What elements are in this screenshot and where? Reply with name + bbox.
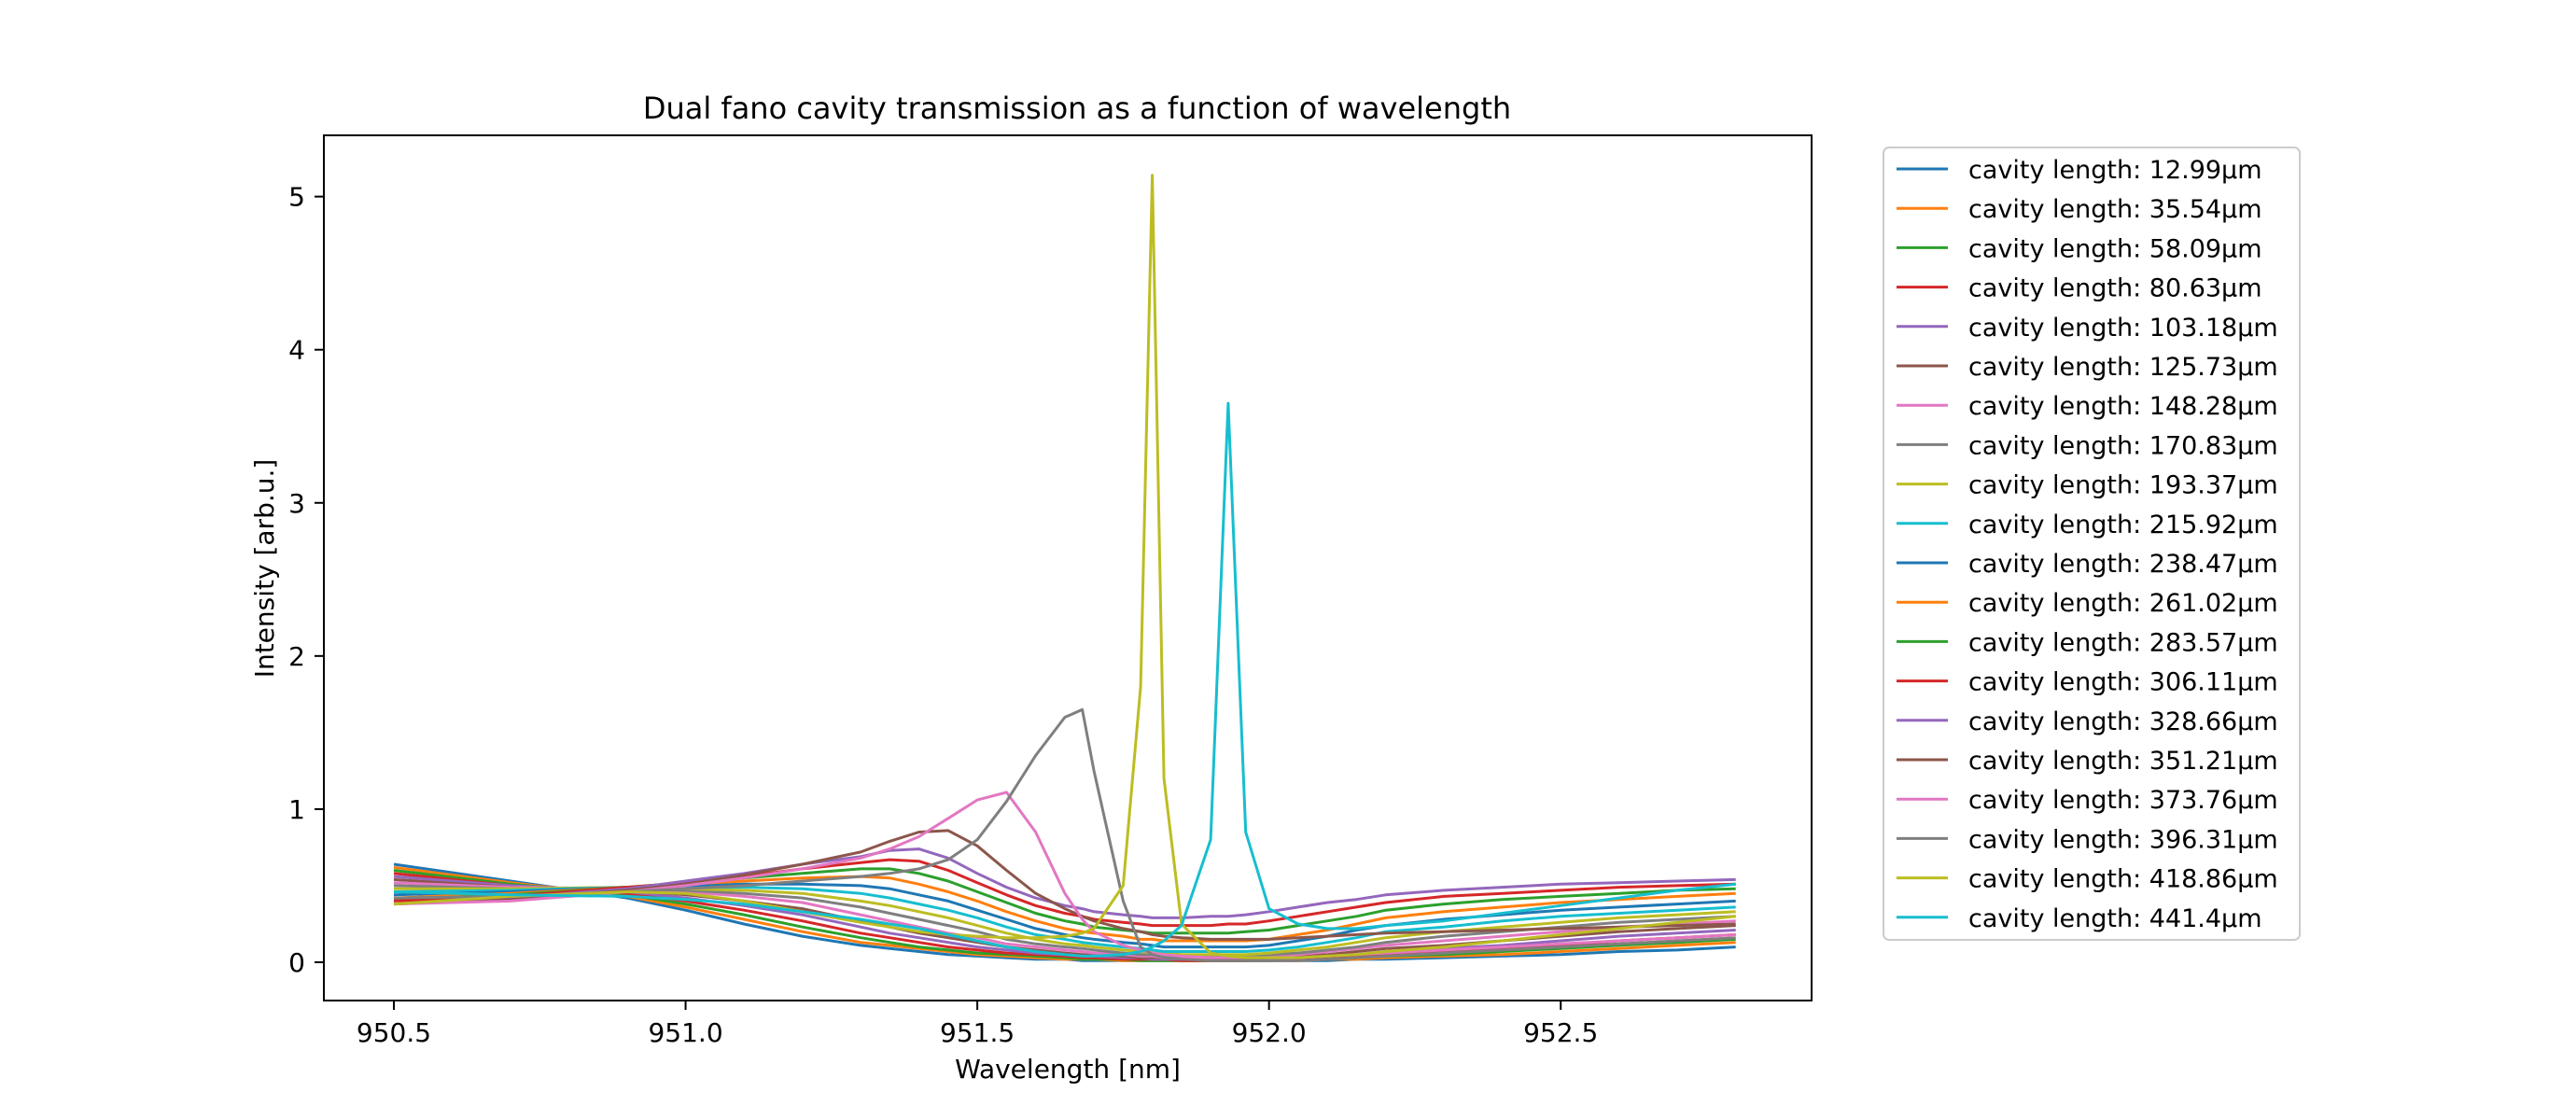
series-line-16 bbox=[393, 829, 1736, 941]
legend-label: cavity length: 58.09µm bbox=[1968, 234, 2262, 263]
series-line-18 bbox=[393, 707, 1736, 962]
legend-label: cavity length: 373.76µm bbox=[1968, 786, 2278, 815]
x-tick-label: 951.5 bbox=[940, 1017, 1015, 1048]
chart-title: Dual fano cavity transmission as a funct… bbox=[643, 91, 1511, 126]
x-axis: 950.5 951.0 951.5 952.0 952.5 bbox=[357, 1001, 1598, 1048]
y-axis: 0 1 2 3 4 5 bbox=[288, 182, 324, 978]
series-line-15 bbox=[393, 847, 1736, 919]
legend-label: cavity length: 103.18µm bbox=[1968, 314, 2278, 343]
legend-label: cavity length: 351.21µm bbox=[1968, 747, 2278, 776]
legend-label: cavity length: 148.28µm bbox=[1968, 392, 2278, 421]
series-line-20 bbox=[393, 401, 1736, 958]
legend-items: cavity length: 12.99µm cavity length: 35.… bbox=[1897, 156, 2278, 933]
legend-frame bbox=[1883, 147, 2301, 941]
legend-label: cavity length: 441.4µm bbox=[1968, 904, 2262, 933]
legend-label: cavity length: 396.31µm bbox=[1968, 825, 2278, 854]
y-tick-label: 4 bbox=[288, 335, 305, 366]
series-line-14 bbox=[393, 858, 1736, 928]
series-line-19 bbox=[393, 174, 1736, 959]
legend-label: cavity length: 328.66µm bbox=[1968, 707, 2278, 736]
y-axis-label: Intensity [arb.u.] bbox=[249, 459, 280, 679]
legend-label: cavity length: 238.47µm bbox=[1968, 550, 2278, 579]
legend: cavity length: 12.99µm cavity length: 35.… bbox=[1883, 147, 2301, 941]
legend-label: cavity length: 80.63µm bbox=[1968, 274, 2262, 303]
y-tick-label: 2 bbox=[288, 641, 305, 672]
y-tick-label: 1 bbox=[288, 794, 305, 825]
x-tick-label: 952.0 bbox=[1232, 1017, 1307, 1048]
legend-label: cavity length: 170.83µm bbox=[1968, 431, 2278, 460]
plot-frame bbox=[323, 134, 1813, 1001]
series-layer bbox=[393, 174, 1736, 962]
y-tick-label: 0 bbox=[288, 947, 305, 978]
legend-label: cavity length: 12.99µm bbox=[1968, 156, 2262, 185]
y-tick-label: 5 bbox=[288, 182, 305, 213]
legend-label: cavity length: 35.54µm bbox=[1968, 195, 2262, 224]
x-tick-label: 950.5 bbox=[357, 1017, 431, 1048]
legend-label: cavity length: 125.73µm bbox=[1968, 353, 2278, 382]
legend-label: cavity length: 283.57µm bbox=[1968, 628, 2278, 657]
plot-area bbox=[323, 134, 1813, 1001]
legend-label: cavity length: 261.02µm bbox=[1968, 589, 2278, 618]
legend-label: cavity length: 215.92µm bbox=[1968, 511, 2278, 539]
legend-label: cavity length: 306.11µm bbox=[1968, 668, 2278, 697]
legend-label: cavity length: 193.37µm bbox=[1968, 471, 2278, 500]
y-tick-label: 3 bbox=[288, 488, 305, 519]
series-line-7 bbox=[393, 881, 1736, 959]
legend-label: cavity length: 418.86µm bbox=[1968, 865, 2278, 894]
x-axis-label: Wavelength [nm] bbox=[955, 1054, 1181, 1085]
series-line-8 bbox=[393, 884, 1736, 958]
x-tick-label: 952.5 bbox=[1523, 1017, 1598, 1048]
x-tick-label: 951.0 bbox=[648, 1017, 722, 1048]
series-line-4 bbox=[393, 872, 1736, 962]
